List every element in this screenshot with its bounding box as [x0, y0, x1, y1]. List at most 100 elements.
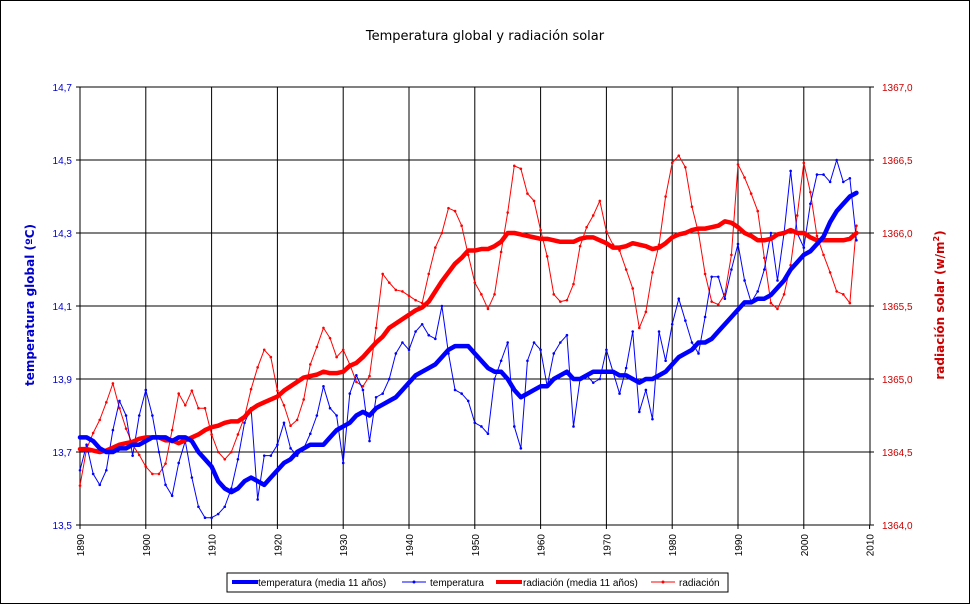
data-point-temperature — [210, 516, 213, 519]
data-point-temperature — [723, 297, 727, 301]
data-point-temperature — [381, 392, 384, 395]
x-tick-label: 2000 — [800, 534, 811, 557]
data-point-temperature — [394, 352, 398, 355]
data-point-radiation — [361, 385, 365, 388]
legend-label-radiation-avg: radiación (media 11 años) — [523, 578, 638, 589]
data-point-temperature — [91, 472, 95, 476]
data-point-temperature — [420, 322, 424, 326]
data-point-temperature — [401, 341, 404, 344]
data-point-temperature — [526, 359, 529, 363]
data-point-temperature — [539, 348, 542, 352]
data-point-temperature — [835, 158, 838, 162]
data-point-radiation — [677, 154, 681, 157]
data-point-radiation — [282, 403, 286, 407]
data-point-temperature — [559, 341, 562, 344]
data-point-temperature — [677, 297, 681, 301]
y-tick-label: 13,5 — [53, 521, 73, 532]
data-point-temperature — [157, 450, 161, 454]
data-point-temperature — [256, 498, 259, 501]
series-line-radiation-avg — [77, 219, 859, 455]
y2-tick-label: 1364,5 — [882, 448, 913, 459]
data-point-temperature — [460, 392, 463, 395]
data-point-radiation — [499, 250, 503, 254]
data-point-temperature — [230, 487, 233, 490]
data-point-temperature — [716, 275, 720, 279]
data-point-temperature — [131, 454, 134, 457]
data-point-radiation — [420, 301, 424, 305]
data-point-radiation — [512, 164, 516, 168]
data-point-temperature — [216, 512, 220, 516]
x-tick-label: 1890 — [76, 534, 87, 557]
data-point-radiation — [559, 300, 562, 303]
data-point-radiation — [664, 195, 667, 198]
data-point-temperature — [624, 366, 628, 370]
data-point-temperature — [690, 341, 694, 344]
data-point-radiation — [532, 199, 536, 203]
data-point-temperature — [190, 476, 194, 479]
data-point-radiation — [716, 303, 720, 306]
data-point-temperature — [118, 399, 121, 403]
data-point-temperature — [276, 443, 279, 447]
data-point-temperature — [78, 468, 82, 472]
data-point-radiation — [190, 389, 194, 392]
data-point-radiation — [137, 453, 141, 457]
data-point-temperature — [177, 461, 180, 465]
legend-label-temperature: temperatura — [430, 578, 484, 589]
data-point-radiation — [341, 348, 345, 352]
data-point-radiation — [328, 336, 332, 340]
data-point-temperature — [822, 173, 825, 176]
data-point-temperature — [598, 377, 602, 381]
data-point-radiation — [591, 214, 595, 217]
data-point-radiation — [828, 271, 832, 274]
y-tick-label: 13,9 — [53, 375, 73, 386]
data-point-radiation — [638, 326, 641, 330]
data-point-temperature — [841, 180, 845, 184]
data-point-radiation — [216, 450, 220, 454]
data-point-radiation — [262, 348, 266, 352]
data-point-temperature — [763, 268, 766, 271]
data-point-temperature — [262, 454, 266, 457]
data-point-temperature — [565, 333, 569, 337]
data-point-temperature — [124, 414, 128, 417]
data-point-temperature — [684, 319, 687, 322]
data-point-radiation — [223, 458, 227, 461]
data-point-temperature — [815, 173, 819, 176]
legend-label-temperature-avg: temperatura (media 11 años) — [258, 578, 386, 589]
data-point-temperature — [512, 425, 516, 428]
data-point-radiation — [183, 403, 187, 407]
data-point-temperature — [137, 414, 141, 417]
data-point-temperature — [203, 516, 207, 519]
data-point-radiation — [401, 290, 404, 293]
data-point-radiation — [460, 224, 463, 227]
data-point-temperature — [328, 406, 332, 410]
data-point-radiation — [249, 387, 253, 391]
y2-tick-label: 1366,0 — [882, 229, 913, 240]
y-tick-label: 14,3 — [53, 229, 73, 240]
legend-box — [226, 572, 729, 593]
data-point-radiation — [835, 290, 838, 293]
y2-axis-label-superscript: 2 — [932, 236, 941, 242]
data-point-radiation — [769, 301, 773, 305]
data-point-temperature — [111, 428, 115, 432]
data-point-radiation — [565, 298, 569, 302]
x-tick-label: 2010 — [866, 534, 877, 557]
data-point-radiation — [703, 272, 707, 276]
data-point-temperature — [223, 505, 227, 509]
data-point-radiation — [230, 450, 233, 454]
data-point-radiation — [841, 293, 845, 296]
y-tick-label: 14,7 — [53, 83, 73, 94]
data-point-temperature — [374, 395, 378, 399]
data-point-temperature — [657, 330, 661, 333]
data-point-radiation — [407, 294, 411, 298]
data-point-radiation — [151, 472, 154, 476]
data-point-temperature — [164, 483, 167, 487]
legend: temperatura (media 11 años) temperatura … — [226, 572, 729, 593]
data-point-radiation — [197, 406, 200, 410]
data-point-radiation — [309, 363, 312, 366]
data-point-radiation — [730, 253, 733, 257]
data-point-temperature — [348, 392, 352, 395]
y-tick-label: 13,7 — [53, 448, 73, 459]
grid — [76, 86, 874, 529]
data-point-temperature — [532, 341, 536, 344]
